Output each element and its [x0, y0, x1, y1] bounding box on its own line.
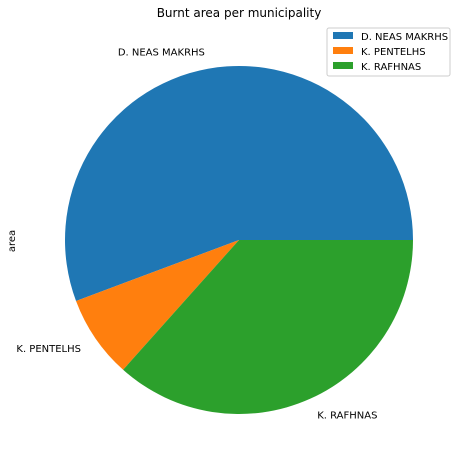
legend-swatch-d-neas-makrhs: [333, 32, 353, 39]
pie-slice-k-pentelhs: [76, 240, 239, 370]
legend-label-k-rafhnas: K. RAFHNAS: [361, 62, 421, 73]
legend-label-k-pentelhs: K. PENTELHS: [361, 47, 426, 58]
slice-labels: D. NEAS MAKRHS K. PENTELHS K. RAFHNAS: [16, 48, 377, 422]
chart-title: Burnt area per municipality: [157, 6, 322, 20]
legend-frame: [326, 27, 451, 77]
y-axis-label: area: [7, 230, 18, 252]
pie-slices: [65, 65, 414, 414]
slice-label-d-neas-makrhs: D. NEAS MAKRHS: [118, 48, 205, 59]
legend-swatch-k-rafhnas: [333, 62, 353, 69]
legend: D. NEAS MAKRHS K. PENTELHS K. RAFHNAS: [326, 27, 451, 77]
pie-slice-d-neas-makrhs: [65, 65, 413, 301]
slice-label-k-rafhnas: K. RAFHNAS: [317, 411, 377, 422]
slice-label-k-pentelhs: K. PENTELHS: [16, 344, 81, 355]
legend-swatch-k-pentelhs: [333, 47, 353, 54]
pie-slice-k-rafhnas: [123, 240, 414, 414]
legend-label-d-neas-makrhs: D. NEAS MAKRHS: [361, 32, 448, 43]
